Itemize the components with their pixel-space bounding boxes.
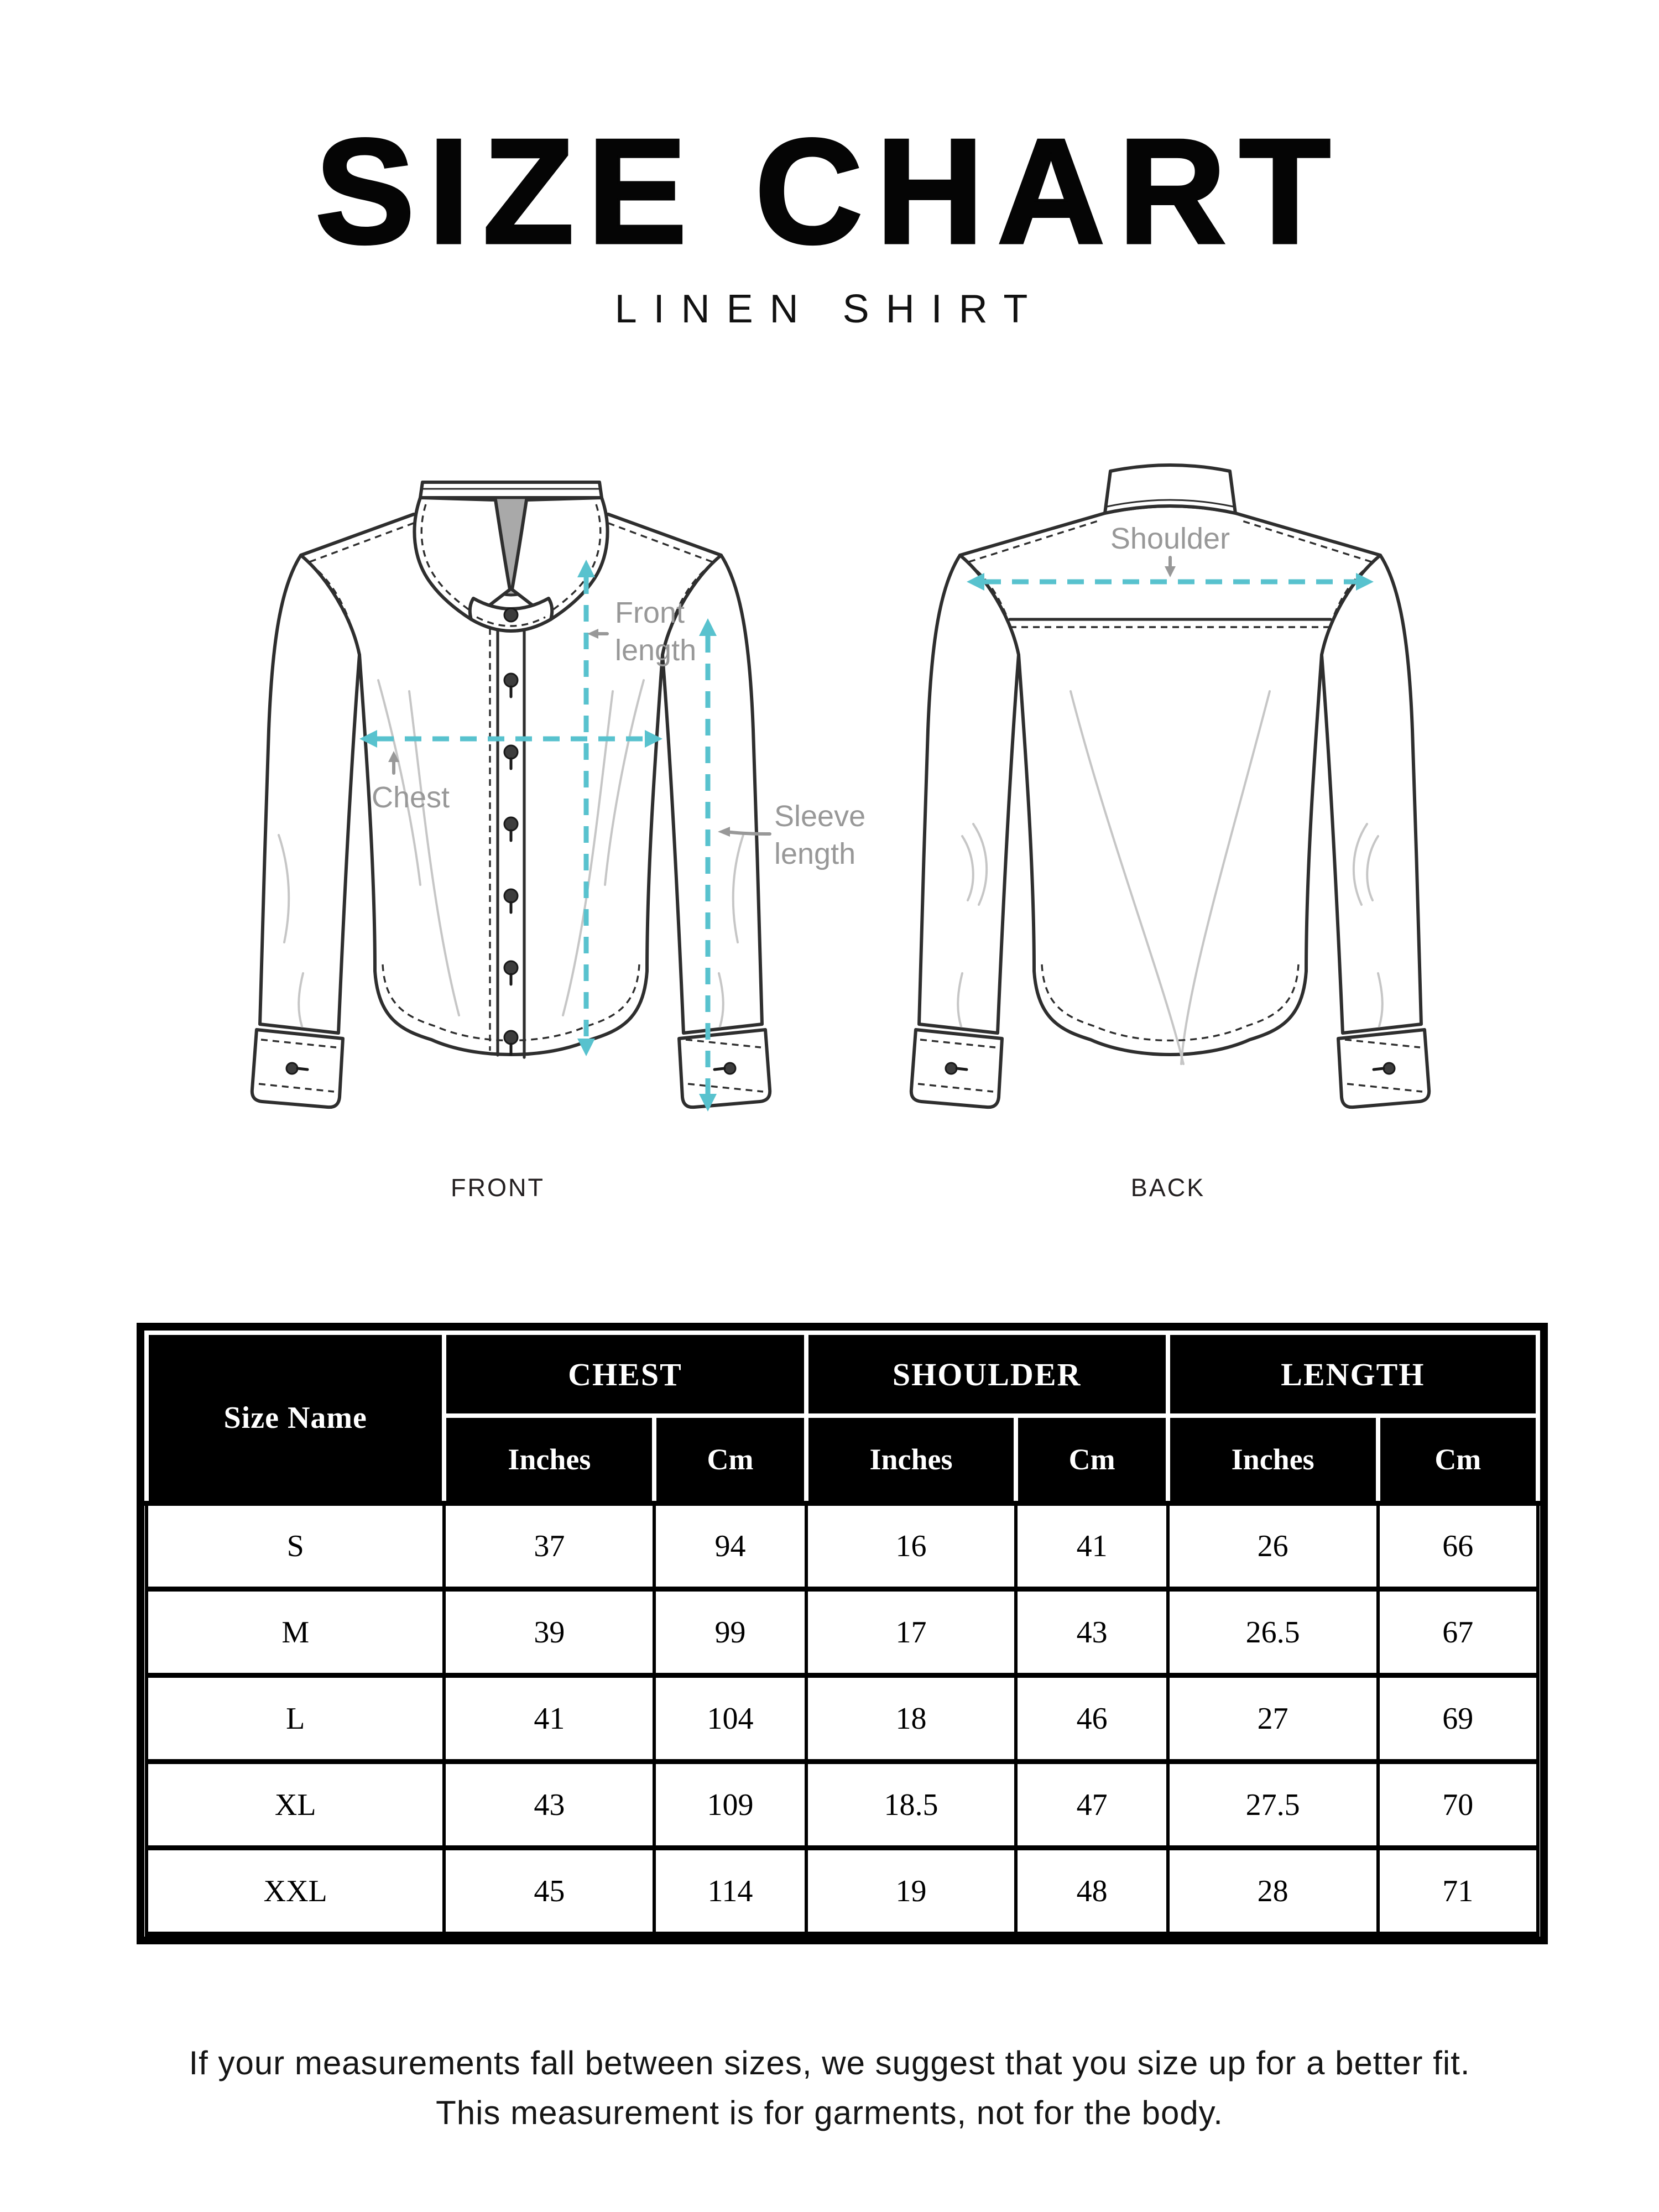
value-cell: 43 <box>442 1759 656 1851</box>
value-cell: 17 <box>804 1587 1018 1678</box>
shoulder-pointer-icon <box>1165 556 1176 577</box>
shoulder-cm-header: Cm <box>1014 1413 1170 1505</box>
value-cell: 71 <box>1376 1845 1540 1937</box>
value-cell: 43 <box>1014 1587 1170 1678</box>
back-shirt-drawing <box>909 463 1431 1109</box>
footer-line-2: This measurement is for garments, not fo… <box>436 2094 1223 2131</box>
size-cell: M <box>144 1587 446 1678</box>
value-cell: 41 <box>1014 1500 1170 1592</box>
length-group-header: LENGTH <box>1165 1331 1541 1418</box>
size-cell: S <box>144 1500 446 1592</box>
chest-inches-header: Inches <box>442 1413 657 1505</box>
shoulder-group-header: SHOULDER <box>804 1331 1170 1418</box>
chest-measure-line <box>359 730 662 748</box>
length-cm-header: Cm <box>1375 1413 1541 1505</box>
size-table: Size Name CHEST SHOULDER LENGTH Inches C… <box>144 1331 1541 1937</box>
front-shirt-drawing <box>250 481 772 1109</box>
length-inches-header: Inches <box>1165 1413 1380 1505</box>
chest-pointer-icon <box>388 751 399 775</box>
value-cell: 67 <box>1376 1587 1540 1678</box>
chest-cm-header: Cm <box>652 1413 808 1505</box>
shoulder-label: Shoulder <box>1110 522 1230 555</box>
placket-buttons <box>503 672 519 1056</box>
value-cell: 26 <box>1166 1500 1380 1592</box>
sleeve-length-measure-line <box>699 618 717 1112</box>
table-row: S 37 94 16 41 26 66 <box>144 1500 1540 1592</box>
front-length-pointer-icon <box>587 629 609 639</box>
size-cell: XXL <box>144 1845 446 1937</box>
footer-line-1: If your measurements fall between sizes,… <box>189 2044 1470 2081</box>
value-cell: 114 <box>653 1845 808 1937</box>
page-title: SIZE CHART <box>314 107 1344 276</box>
value-cell: 94 <box>653 1500 808 1592</box>
value-cell: 28 <box>1166 1845 1380 1937</box>
page-subtitle: LINEN SHIRT <box>614 287 1045 331</box>
value-cell: 18.5 <box>804 1759 1018 1851</box>
table-row: L 41 104 18 46 27 69 <box>144 1673 1540 1765</box>
value-cell: 18 <box>804 1673 1018 1765</box>
front-length-label-line1: Front <box>615 596 685 629</box>
value-cell: 45 <box>442 1845 656 1937</box>
shoulder-measure-line <box>967 573 1374 591</box>
chest-group-header: CHEST <box>442 1331 808 1418</box>
value-cell: 47 <box>1014 1759 1170 1851</box>
value-cell: 46 <box>1014 1673 1170 1765</box>
size-cell: XL <box>144 1759 446 1851</box>
value-cell: 104 <box>653 1673 808 1765</box>
size-name-header: Size Name <box>144 1331 447 1505</box>
chest-label: Chest <box>372 781 450 814</box>
sleeve-length-label-line2: length <box>774 837 855 870</box>
table-row: M 39 99 17 43 26.5 67 <box>144 1587 1540 1678</box>
value-cell: 66 <box>1376 1500 1540 1592</box>
front-caption: FRONT <box>451 1173 545 1202</box>
size-cell: L <box>144 1673 446 1765</box>
value-cell: 48 <box>1014 1845 1170 1937</box>
value-cell: 109 <box>653 1759 808 1851</box>
value-cell: 19 <box>804 1845 1018 1937</box>
size-table-body: S 37 94 16 41 26 66 M 39 99 17 43 26.5 67 L 41 104 18 46 27… <box>144 1500 1540 1937</box>
value-cell: 16 <box>804 1500 1018 1592</box>
shirt-measurement-diagram: Front length Chest Sleeve length Shoulde… <box>250 463 1431 1112</box>
value-cell: 99 <box>653 1587 808 1678</box>
table-row: XL 43 109 18.5 47 27.5 70 <box>144 1759 1540 1851</box>
shoulder-inches-header: Inches <box>804 1413 1019 1505</box>
value-cell: 37 <box>442 1500 656 1592</box>
value-cell: 69 <box>1376 1673 1540 1765</box>
size-table-container: Size Name CHEST SHOULDER LENGTH Inches C… <box>137 1323 1548 1944</box>
front-length-measure-line <box>577 560 595 1056</box>
value-cell: 27 <box>1166 1673 1380 1765</box>
table-row: XXL 45 114 19 48 28 71 <box>144 1845 1540 1937</box>
value-cell: 26.5 <box>1166 1587 1380 1678</box>
front-length-label-line2: length <box>615 634 696 667</box>
value-cell: 39 <box>442 1587 656 1678</box>
value-cell: 41 <box>442 1673 656 1765</box>
back-caption: BACK <box>1130 1173 1206 1202</box>
sleeve-length-label-line1: Sleeve <box>774 800 865 833</box>
sleeve-length-pointer-icon <box>718 827 771 837</box>
footer-note: If your measurements fall between sizes,… <box>0 2038 1659 2138</box>
value-cell: 70 <box>1376 1759 1540 1851</box>
value-cell: 27.5 <box>1166 1759 1380 1851</box>
